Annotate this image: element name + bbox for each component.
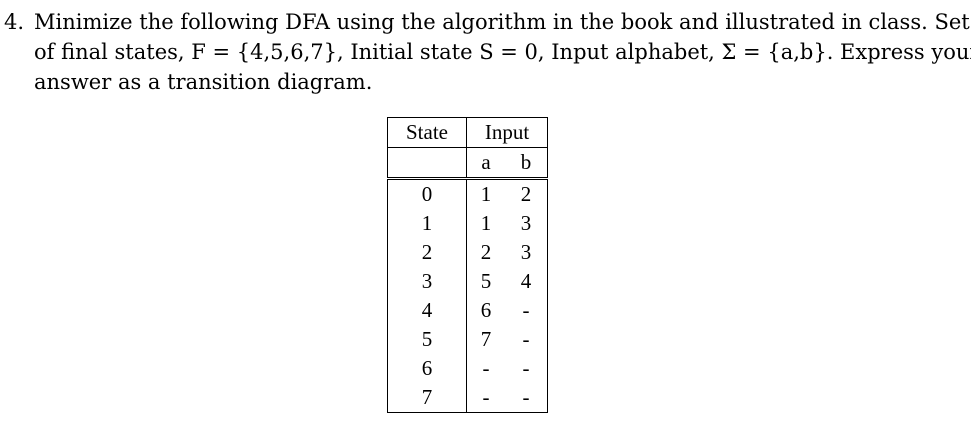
input-b-cell: 4 — [505, 267, 548, 296]
dfa-transition-table: State Input a b 0 1 2 1 1 3 2 2 3 3 5 4 … — [387, 117, 548, 413]
state-cell: 1 — [387, 209, 467, 238]
input-a-cell: 2 — [480, 240, 492, 264]
table-subheader-row: a b — [387, 147, 548, 179]
problem-statement: 4. Minimize the following DFA using the a… — [4, 7, 971, 97]
input-a-cell: 1 — [480, 211, 492, 235]
input-a-cell: - — [466, 383, 505, 413]
input-b-cell: 3 — [505, 238, 548, 267]
input-a-cell: 7 — [480, 327, 492, 351]
table-row: 5 7 - — [387, 325, 548, 354]
input-b-cell: - — [505, 383, 548, 413]
problem-line-3: answer as a transition diagram. — [34, 70, 373, 94]
input-b-cell: 2 — [505, 177, 548, 209]
table-row: 1 1 3 — [387, 209, 548, 238]
problem-line-2: of final states, F = {4,5,6,7}, Initial … — [34, 40, 971, 64]
table-row: 3 5 4 — [387, 267, 548, 296]
table-row: 6 - - — [387, 354, 548, 383]
input-b-cell: - — [505, 296, 548, 325]
table-header-row: State Input — [387, 117, 548, 148]
input-a-cell: 5 — [480, 269, 492, 293]
table-row: 0 1 2 — [387, 177, 548, 209]
table-row: 2 2 3 — [387, 238, 548, 267]
table-row: 4 6 - — [387, 296, 548, 325]
input-a-cell: 1 — [466, 177, 505, 209]
header-input: Input — [466, 117, 548, 148]
input-b-cell: - — [505, 354, 548, 383]
header-state: State — [387, 117, 467, 148]
subheader-state-blank — [387, 147, 467, 179]
input-b-cell: 3 — [505, 209, 548, 238]
input-a-cell: 6 — [480, 298, 492, 322]
input-a-cell: - — [482, 356, 490, 380]
state-cell: 6 — [387, 354, 467, 383]
table-row: 7 - - — [387, 383, 548, 413]
state-cell: 2 — [387, 238, 467, 267]
state-cell: 0 — [387, 177, 467, 209]
subheader-a: a — [466, 147, 505, 179]
problem-line-1: 4. Minimize the following DFA using the a… — [4, 7, 971, 37]
state-cell: 5 — [387, 325, 467, 354]
problem-text-line-1: Minimize the following DFA using the alg… — [34, 10, 970, 34]
state-cell: 3 — [387, 267, 467, 296]
input-b-cell: - — [505, 325, 548, 354]
state-cell: 4 — [387, 296, 467, 325]
problem-number: 4. — [4, 10, 25, 34]
subheader-b: b — [505, 147, 548, 179]
state-cell: 7 — [387, 383, 467, 413]
